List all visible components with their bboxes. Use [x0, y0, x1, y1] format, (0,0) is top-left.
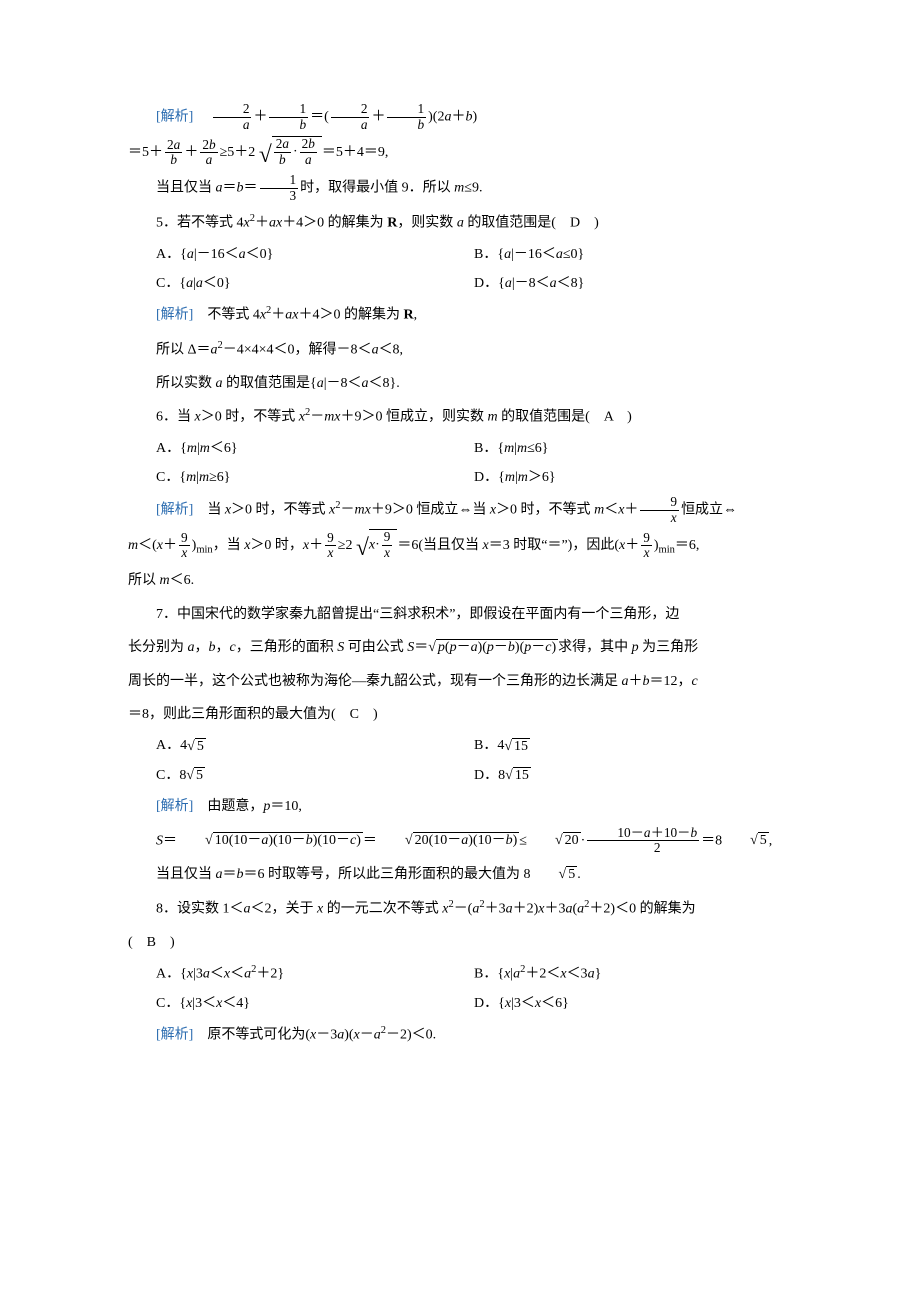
q6-opt-b: B．{m|m≤6} [474, 434, 792, 463]
q7-opt-c: C．85 [156, 761, 474, 790]
q6-sol-3: 所以 m＜6. [128, 564, 792, 597]
q7-sol-1: [解析] 由题意，p＝10, [128, 790, 792, 823]
q5-stem: 5．若不等式 4x2＋ax＋4＞0 的解集为 R，则实数 a 的取值范围是( D… [128, 206, 792, 240]
sol4-label: [解析] [156, 109, 193, 124]
q8-stem-2: ( B ) [128, 926, 792, 959]
q7-opt-a: A．45 [156, 731, 474, 760]
q8-opt-d: D．{x|3＜x＜6} [474, 989, 792, 1018]
q6-sol-1: [解析] 当 x＞0 时，不等式 x2－mx＋9＞0 恒成立⇔当 x＞0 时，不… [128, 493, 792, 528]
q7-stem-4: ＝8，则此三角形面积的最大值为( C ) [128, 698, 792, 731]
q7-stem-3: 周长的一半，这个公式也被称为海伦—秦九韶公式，现有一个三角形的边长满足 a＋b＝… [128, 665, 792, 698]
q7-sol-3: 当且仅当 a＝b＝6 时取等号，所以此三角形面积的最大值为 85. [128, 858, 792, 891]
q7-stem-2: 长分别为 a，b，c，三角形的面积 S 可由公式 S＝p(p－a)(p－b)(p… [128, 631, 792, 664]
q7-options: A．45 B．415 C．85 D．815 [128, 731, 792, 790]
q7-sol-2: S＝10(10－a)(10－b)(10－c)＝20(10－a)(10－b)≤20… [128, 824, 792, 858]
q5-opt-a: A．{a|－16＜a＜0} [156, 240, 474, 269]
q8-sol-label: [解析] [156, 1028, 193, 1043]
q8-opt-a: A．{x|3a＜x＜a2＋2} [156, 959, 474, 989]
q5-opt-d: D．{a|－8＜a＜8} [474, 269, 792, 298]
sol4-line1: [解析] 2a＋1b＝(2a＋1b)(2a＋b) [128, 100, 792, 134]
sol4-line2: ＝5＋2ab＋2ba≥5＋2 2ab·2ba＝5＋4＝9, [128, 134, 792, 171]
q7-stem-1: 7．中国宋代的数学家秦九韶曾提出“三斜求积术”，即假设在平面内有一个三角形，边 [128, 598, 792, 631]
q7-opt-b: B．415 [474, 731, 792, 760]
q5-sol-3: 所以实数 a 的取值范围是{a|－8＜a＜8}. [128, 367, 792, 400]
q8-opt-c: C．{x|3＜x＜4} [156, 989, 474, 1018]
q5-sol-2: 所以 Δ＝a2－4×4×4＜0，解得－8＜a＜8, [128, 333, 792, 367]
q5-options: A．{a|－16＜a＜0} B．{a|－16＜a≤0} C．{a|a＜0} D．… [128, 240, 792, 299]
q8-options: A．{x|3a＜x＜a2＋2} B．{x|a2＋2＜x＜3a} C．{x|3＜x… [128, 959, 792, 1018]
sol4-line3: 当且仅当 a＝b＝13时，取得最小值 9．所以 m≤9. [128, 171, 792, 205]
q8-sol-1: [解析] 原不等式可化为(x－3a)(x－a2－2)＜0. [128, 1018, 792, 1052]
q5-opt-c: C．{a|a＜0} [156, 269, 474, 298]
q7-opt-d: D．815 [474, 761, 792, 790]
q5-sol-label: [解析] [156, 308, 193, 323]
q5-opt-b: B．{a|－16＜a≤0} [474, 240, 792, 269]
q8-opt-b: B．{x|a2＋2＜x＜3a} [474, 959, 792, 989]
q6-options: A．{m|m＜6} B．{m|m≤6} C．{m|m≥6} D．{m|m＞6} [128, 434, 792, 493]
q8-stem-1: 8．设实数 1＜a＜2，关于 x 的一元二次不等式 x2－(a2＋3a＋2)x＋… [128, 892, 792, 926]
q6-sol-2: m＜(x＋9x)min，当 x＞0 时，x＋9x≥2 x·9x＝6(当且仅当 x… [128, 527, 792, 564]
q6-stem: 6．当 x＞0 时，不等式 x2－mx＋9＞0 恒成立，则实数 m 的取值范围是… [128, 400, 792, 434]
q6-sol-label: [解析] [156, 502, 193, 517]
page: [解析] 2a＋1b＝(2a＋1b)(2a＋b) ＝5＋2ab＋2ba≥5＋2 … [0, 0, 920, 1132]
q6-opt-d: D．{m|m＞6} [474, 463, 792, 492]
q6-opt-c: C．{m|m≥6} [156, 463, 474, 492]
q7-sol-label: [解析] [156, 799, 193, 814]
q5-sol-1: [解析] 不等式 4x2＋ax＋4＞0 的解集为 R, [128, 298, 792, 332]
q6-opt-a: A．{m|m＜6} [156, 434, 474, 463]
